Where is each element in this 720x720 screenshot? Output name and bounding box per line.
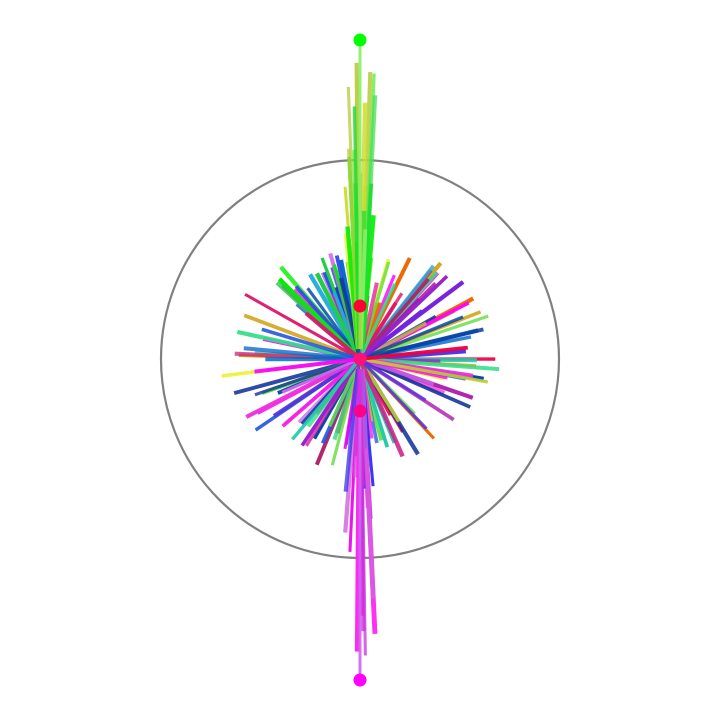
burst-ray (359, 328, 479, 362)
lower-center-marker (353, 404, 367, 418)
marker-group (353, 33, 367, 687)
burst-ray (359, 345, 468, 361)
burst-ray (358, 280, 465, 361)
burst-ray (328, 358, 362, 428)
burst-ray (261, 327, 361, 361)
burst-ray (291, 357, 362, 441)
burst-ray (358, 274, 449, 361)
burst-ray (358, 283, 397, 360)
bottom-marker (353, 673, 367, 687)
burst-ray (281, 357, 361, 394)
burst-ray (357, 358, 405, 458)
burst-ray (359, 357, 489, 384)
burst-ray (306, 287, 362, 360)
center-marker (353, 352, 367, 366)
burst-ray (281, 357, 362, 428)
burst-ray (243, 346, 361, 362)
burst-ray (300, 357, 362, 447)
downward-spoke (343, 368, 360, 492)
burst-ray (244, 292, 361, 361)
burst-ray (358, 278, 430, 361)
burst-ray (358, 357, 428, 430)
burst-ray (254, 356, 361, 374)
upper-center-marker (353, 299, 367, 313)
burst-ray (359, 357, 427, 402)
burst-ray (359, 315, 464, 361)
burst-ray (314, 272, 362, 360)
burst-ray (304, 311, 362, 361)
top-marker (353, 33, 367, 47)
ray-group (221, 40, 500, 680)
